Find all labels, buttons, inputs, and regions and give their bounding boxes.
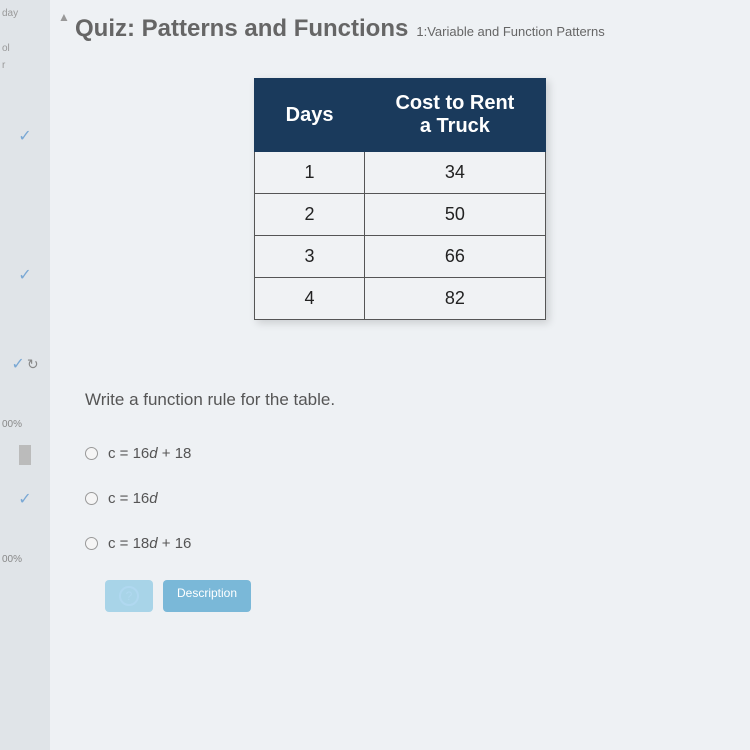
check-icon: ✓ bbox=[18, 489, 31, 509]
sidebar-label-day: day bbox=[0, 5, 50, 22]
check-icon: ✓ bbox=[11, 354, 24, 374]
sidebar-check-1[interactable]: ✓ bbox=[0, 114, 50, 158]
table-row: 1 34 bbox=[255, 151, 546, 194]
sidebar: day ol r ✓ ✓ ✓ ↻ 00% ✓ 00% bbox=[0, 0, 50, 750]
cell-days: 3 bbox=[255, 236, 365, 278]
sidebar-bar bbox=[0, 433, 50, 477]
options-group: c = 16d + 18 c = 16d c = 18d + 16 bbox=[85, 445, 725, 552]
sidebar-label-ol: ol bbox=[0, 40, 50, 57]
option-3[interactable]: c = 18d + 16 bbox=[85, 535, 725, 552]
option-1[interactable]: c = 16d + 18 bbox=[85, 445, 725, 462]
cell-cost: 66 bbox=[364, 236, 545, 278]
table-row: 3 66 bbox=[255, 236, 546, 278]
question-text: Write a function rule for the table. bbox=[85, 390, 725, 410]
refresh-icon: ↻ bbox=[27, 356, 39, 373]
quiz-subtitle: 1:Variable and Function Patterns bbox=[416, 24, 604, 39]
cell-days: 4 bbox=[255, 278, 365, 320]
table-header-cost: Cost to Renta Truck bbox=[364, 79, 545, 151]
radio-icon[interactable] bbox=[85, 447, 98, 460]
percent-1: 00% bbox=[0, 416, 50, 433]
table-row: 2 50 bbox=[255, 194, 546, 236]
progress-bar-icon bbox=[19, 445, 31, 465]
sidebar-check-2[interactable]: ✓ bbox=[0, 253, 50, 297]
cell-days: 2 bbox=[255, 194, 365, 236]
sidebar-label-r: r bbox=[0, 57, 50, 74]
radio-icon[interactable] bbox=[85, 492, 98, 505]
option-text: c = 16d + 18 bbox=[108, 445, 191, 462]
table-header-days: Days bbox=[255, 79, 365, 151]
table-wrapper: Days Cost to Renta Truck 1 34 2 50 3 66 bbox=[75, 78, 725, 320]
percent-2: 00% bbox=[0, 551, 50, 568]
cell-cost: 50 bbox=[364, 194, 545, 236]
cell-days: 1 bbox=[255, 151, 365, 194]
check-icon: ✓ bbox=[18, 126, 31, 146]
info-icon: ? bbox=[119, 586, 139, 606]
option-2[interactable]: c = 16d bbox=[85, 490, 725, 507]
sidebar-check-3[interactable]: ✓ bbox=[0, 477, 50, 521]
radio-icon[interactable] bbox=[85, 537, 98, 550]
description-button[interactable]: Description bbox=[163, 580, 251, 612]
option-text: c = 18d + 16 bbox=[108, 535, 191, 552]
title-row: Quiz: Patterns and Functions 1:Variable … bbox=[75, 15, 725, 43]
quiz-title: Quiz: Patterns and Functions bbox=[75, 15, 408, 43]
main-content: ▲ Quiz: Patterns and Functions 1:Variabl… bbox=[50, 0, 750, 750]
cell-cost: 82 bbox=[364, 278, 545, 320]
table-row: 4 82 bbox=[255, 278, 546, 320]
option-text: c = 16d bbox=[108, 490, 158, 507]
sidebar-check-refresh[interactable]: ✓ ↻ bbox=[0, 342, 50, 386]
cell-cost: 34 bbox=[364, 151, 545, 194]
bottom-buttons: ? Description bbox=[105, 580, 725, 612]
check-icon: ✓ bbox=[18, 265, 31, 285]
data-table: Days Cost to Renta Truck 1 34 2 50 3 66 bbox=[254, 78, 547, 320]
scroll-up-icon[interactable]: ▲ bbox=[58, 10, 70, 24]
info-button[interactable]: ? bbox=[105, 580, 153, 612]
